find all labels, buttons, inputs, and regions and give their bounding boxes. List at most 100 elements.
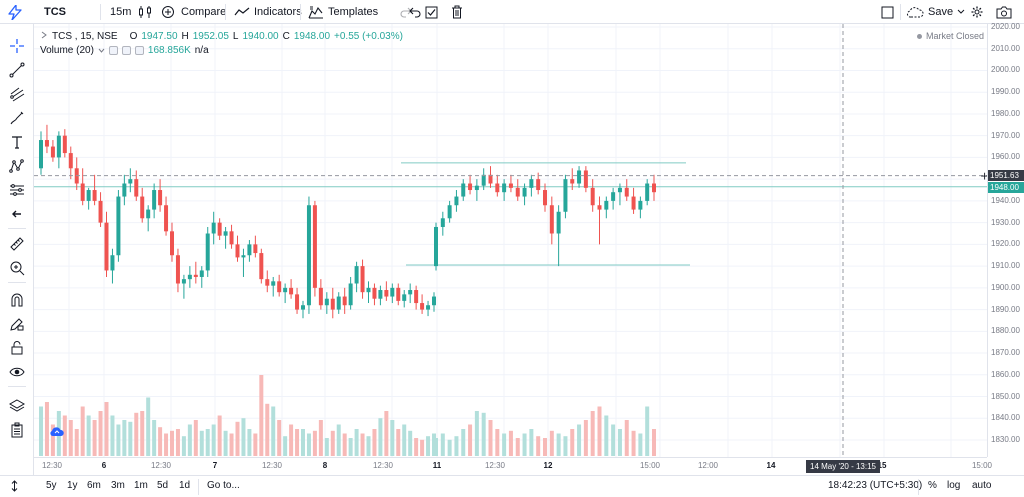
candle-body: [461, 183, 466, 197]
pitchfork-tool[interactable]: [7, 84, 27, 104]
pencil-lock-icon: [10, 318, 24, 331]
brush-tool[interactable]: [7, 108, 27, 128]
legend-change-value: +0.55 (+0.03%): [334, 31, 403, 42]
candle-body: [617, 187, 622, 193]
volume-bar: [68, 420, 73, 456]
volume-bar: [414, 438, 419, 456]
volume-bar: [229, 433, 234, 456]
auto-toggle[interactable]: auto: [972, 480, 992, 491]
indicators-button[interactable]: Indicators: [234, 0, 302, 24]
stay-drawing-tool[interactable]: [7, 314, 27, 334]
volume-bar: [187, 424, 192, 456]
legend-symbol-info[interactable]: TCS , 15, NSE: [52, 31, 118, 42]
price-chart[interactable]: +: [34, 24, 987, 457]
percent-toggle[interactable]: %: [928, 480, 937, 491]
clock-label[interactable]: 18:42:23 (UTC+5:30): [828, 480, 923, 491]
chart-pane[interactable]: +: [34, 24, 987, 457]
time-tick: 12:30: [150, 461, 172, 470]
zoom-tool[interactable]: [7, 258, 27, 278]
volume-bar: [447, 439, 452, 456]
settings-mini-icon[interactable]: [121, 46, 131, 55]
crosshair-tool[interactable]: [7, 36, 27, 56]
settings-button[interactable]: [970, 0, 984, 24]
volume-bar: [44, 402, 49, 456]
candle-body: [205, 233, 210, 271]
range-1d[interactable]: 1d: [179, 480, 191, 491]
candle-body: [68, 153, 73, 169]
measure-tool[interactable]: [7, 234, 27, 254]
volume-legend-label[interactable]: Volume (20): [40, 45, 94, 56]
cloud-data-icon[interactable]: [49, 426, 65, 440]
square-icon: [881, 6, 894, 19]
volume-value: 168.856K: [147, 45, 191, 56]
interval-button[interactable]: 15m: [110, 0, 131, 24]
range-5d[interactable]: 5d: [157, 480, 169, 491]
date-range-icon[interactable]: [10, 480, 19, 495]
fullscreen-button[interactable]: [881, 0, 894, 24]
ruler-icon: [10, 237, 24, 251]
redo-arrow: [400, 0, 412, 24]
legend-chevron-icon[interactable]: [40, 31, 48, 42]
toolbar-divider: [8, 282, 26, 283]
volume-bar: [235, 421, 240, 456]
volume-bar: [402, 424, 407, 456]
price-tick: 2010.00: [991, 43, 1020, 53]
symbol-search-button[interactable]: TCS: [44, 0, 66, 24]
hide-drawings-tool[interactable]: [7, 362, 27, 382]
candle-body: [604, 200, 609, 210]
lock-drawings-tool[interactable]: [7, 338, 27, 358]
price-axis[interactable]: 2020.00 2010.00 2000.00 1990.00 1980.00 1970.…: [987, 22, 1024, 457]
candle-body: [44, 140, 49, 147]
range-1m[interactable]: 1m: [134, 480, 148, 491]
checklist-button[interactable]: [425, 0, 438, 24]
range-3m[interactable]: 3m: [111, 480, 125, 491]
range-6m[interactable]: 6m: [87, 480, 101, 491]
text-tool[interactable]: [7, 132, 27, 152]
candle-body: [360, 266, 365, 293]
hide-toolbar-button[interactable]: [7, 204, 27, 224]
volume-bar: [140, 411, 145, 456]
lightning-logo-icon[interactable]: [8, 4, 22, 23]
candle-body: [56, 135, 61, 158]
volume-bar: [241, 418, 246, 456]
candle-body: [583, 170, 588, 188]
delete-button[interactable]: [451, 0, 463, 24]
legend-high-key: H: [181, 31, 189, 42]
close-mini-icon[interactable]: [134, 46, 144, 55]
magnet-tool[interactable]: [7, 290, 27, 310]
price-tick: 1960.00: [991, 152, 1020, 162]
compare-button[interactable]: Compare: [161, 0, 226, 24]
trend-line-tool[interactable]: [7, 60, 27, 80]
range-1y[interactable]: 1y: [67, 480, 78, 491]
screenshot-button[interactable]: [996, 0, 1012, 24]
candle-body: [211, 222, 216, 234]
crosshair-time-label: 14 May '20 - 13:15: [805, 460, 881, 473]
object-tree-tool[interactable]: [7, 396, 27, 416]
candle-body: [289, 287, 294, 295]
volume-bar: [247, 429, 252, 456]
volume-bar: [461, 429, 466, 456]
undo-button[interactable]: [409, 0, 421, 24]
range-5y[interactable]: 5y: [46, 480, 57, 491]
log-toggle[interactable]: log: [947, 480, 961, 491]
save-button[interactable]: Save: [906, 0, 965, 24]
candle-body: [631, 196, 636, 210]
candle-body: [624, 187, 629, 197]
volume-bar: [86, 415, 91, 456]
time-axis[interactable]: 12:30 6 12:30 7 12:30 8 12:30 11 12:30 12 15:00 12:…: [34, 457, 992, 475]
goto-button[interactable]: Go to...: [207, 480, 240, 491]
chart-style-button[interactable]: [138, 0, 152, 24]
volume-bar: [80, 406, 85, 456]
remove-drawings-tool[interactable]: [7, 420, 27, 440]
candle-body: [440, 218, 445, 227]
templates-button[interactable]: Templates: [308, 0, 378, 24]
candle-body: [390, 287, 395, 297]
candle-body: [536, 179, 541, 191]
candle-body: [265, 279, 270, 286]
prediction-tool[interactable]: [7, 180, 27, 200]
pattern-tool[interactable]: [7, 156, 27, 176]
candle-body: [414, 290, 419, 304]
eye-toggle-icon[interactable]: [108, 46, 118, 55]
chevron-down-icon[interactable]: [98, 45, 105, 56]
volume-bar: [354, 429, 359, 456]
